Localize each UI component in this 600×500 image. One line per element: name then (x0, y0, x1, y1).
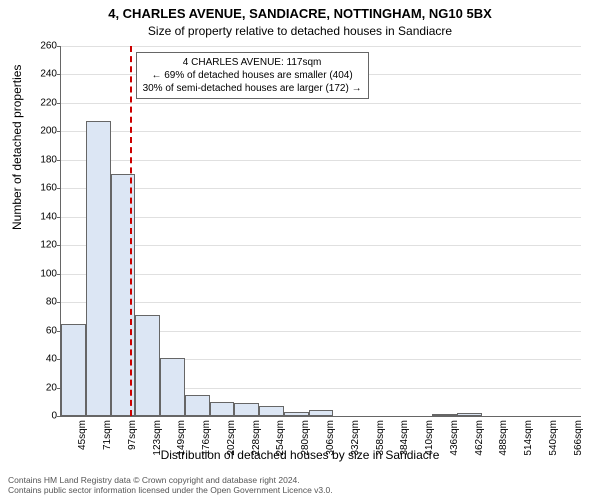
ytick-label: 200 (27, 126, 57, 137)
histogram-bar (61, 324, 86, 417)
annotation-line2: ← 69% of detached houses are smaller (40… (143, 69, 362, 82)
reference-line (130, 46, 132, 416)
title-main: 4, CHARLES AVENUE, SANDIACRE, NOTTINGHAM… (0, 6, 600, 21)
histogram-bar (259, 406, 284, 416)
x-axis-label: Distribution of detached houses by size … (0, 448, 600, 462)
footer-line1: Contains HM Land Registry data © Crown c… (8, 475, 333, 486)
y-axis-label: Number of detached properties (10, 65, 24, 230)
ytick-label: 40 (27, 354, 57, 365)
gridline (61, 160, 581, 161)
ytick-mark (57, 274, 61, 275)
histogram-bar (185, 395, 210, 416)
histogram-bar (135, 315, 160, 416)
xtick-label: 97sqm (127, 420, 138, 450)
ytick-label: 240 (27, 69, 57, 80)
ytick-label: 20 (27, 382, 57, 393)
ytick-mark (57, 188, 61, 189)
ytick-label: 140 (27, 211, 57, 222)
annotation-line1: 4 CHARLES AVENUE: 117sqm (143, 56, 362, 69)
ytick-mark (57, 131, 61, 132)
histogram-bar (457, 413, 482, 416)
histogram-bar (234, 403, 259, 416)
ytick-label: 180 (27, 154, 57, 165)
ytick-label: 0 (27, 411, 57, 422)
footer-line2: Contains public sector information licen… (8, 485, 333, 496)
histogram-bar (86, 121, 111, 416)
ytick-mark (57, 217, 61, 218)
ytick-label: 80 (27, 297, 57, 308)
ytick-mark (57, 160, 61, 161)
histogram-bar (160, 358, 185, 416)
gridline (61, 274, 581, 275)
gridline (61, 103, 581, 104)
footer-attribution: Contains HM Land Registry data © Crown c… (8, 475, 333, 496)
xtick-label: 71sqm (102, 420, 113, 450)
histogram-chart: 02040608010012014016018020022024026045sq… (60, 46, 581, 417)
gridline (61, 46, 581, 47)
gridline (61, 131, 581, 132)
annotation-line3: 30% of semi-detached houses are larger (… (143, 82, 362, 95)
ytick-label: 120 (27, 240, 57, 251)
gridline (61, 245, 581, 246)
histogram-bar (309, 410, 334, 416)
annotation-box: 4 CHARLES AVENUE: 117sqm← 69% of detache… (136, 52, 369, 99)
ytick-mark (57, 245, 61, 246)
ytick-label: 260 (27, 41, 57, 52)
gridline (61, 302, 581, 303)
ytick-mark (57, 103, 61, 104)
ytick-label: 100 (27, 268, 57, 279)
ytick-mark (57, 302, 61, 303)
histogram-bar (210, 402, 235, 416)
title-sub: Size of property relative to detached ho… (0, 24, 600, 38)
ytick-mark (57, 416, 61, 417)
gridline (61, 217, 581, 218)
xtick-label: 45sqm (77, 420, 88, 450)
ytick-mark (57, 46, 61, 47)
ytick-label: 160 (27, 183, 57, 194)
histogram-bar (432, 414, 457, 416)
ytick-label: 60 (27, 325, 57, 336)
histogram-bar (284, 412, 309, 416)
gridline (61, 188, 581, 189)
ytick-label: 220 (27, 97, 57, 108)
ytick-mark (57, 74, 61, 75)
